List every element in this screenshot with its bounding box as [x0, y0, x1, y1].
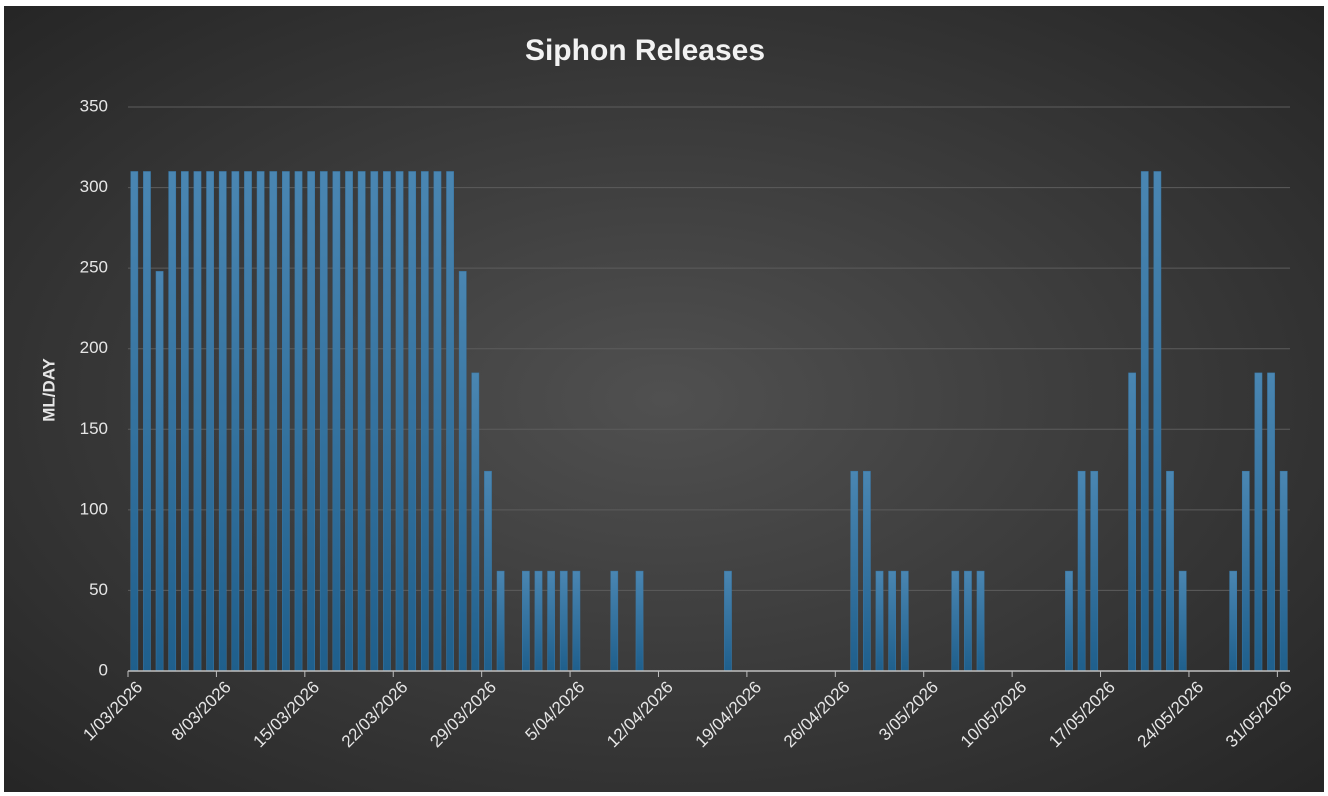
bar	[1077, 470, 1086, 672]
bar	[1178, 570, 1187, 672]
bar	[370, 171, 379, 672]
bar	[458, 271, 467, 672]
bar	[433, 171, 442, 672]
bar	[964, 570, 972, 672]
bar	[446, 171, 454, 672]
y-tick-label: 0	[99, 660, 108, 679]
bar	[180, 171, 189, 672]
bar	[168, 171, 177, 672]
bar	[610, 570, 619, 672]
bar	[1153, 171, 1162, 672]
y-tick-label: 300	[80, 177, 108, 196]
bar	[206, 171, 214, 672]
bar	[1065, 570, 1073, 672]
bar	[1090, 470, 1099, 672]
bar	[1140, 171, 1149, 672]
y-tick-label: 200	[80, 338, 108, 357]
chart-background	[4, 6, 1324, 792]
y-tick-label: 100	[80, 499, 108, 518]
bar	[471, 372, 480, 672]
bar	[332, 171, 341, 672]
bar	[850, 470, 859, 672]
bar	[1166, 470, 1174, 672]
bar	[357, 171, 366, 672]
bar	[231, 171, 240, 672]
bar	[1229, 570, 1238, 672]
bar	[1279, 470, 1288, 672]
bar	[319, 171, 328, 672]
bar	[976, 570, 985, 672]
y-axis-label: ML/DAY	[39, 358, 58, 422]
y-tick-label: 150	[80, 419, 108, 438]
bar	[635, 570, 644, 672]
bar	[1254, 372, 1263, 672]
bar	[294, 171, 303, 672]
bar	[496, 570, 505, 672]
bar	[724, 570, 732, 672]
bar	[900, 570, 909, 672]
bar	[244, 171, 252, 672]
bar	[130, 171, 139, 672]
bar	[522, 570, 530, 672]
bar	[534, 570, 543, 672]
bar	[951, 570, 960, 672]
bar	[484, 470, 492, 672]
bar	[875, 570, 884, 672]
bar	[572, 570, 581, 672]
bar	[1267, 372, 1275, 672]
bar	[269, 171, 278, 672]
bar	[1128, 372, 1136, 672]
bar	[1241, 470, 1250, 672]
bar	[345, 171, 353, 672]
bar	[307, 171, 315, 672]
y-tick-label: 350	[80, 96, 108, 115]
bar	[143, 171, 151, 672]
bar	[193, 171, 202, 672]
bar	[547, 570, 555, 672]
bar	[256, 171, 265, 672]
bar	[282, 171, 290, 672]
bar	[863, 470, 871, 672]
bar	[420, 171, 429, 672]
y-tick-label: 50	[89, 580, 108, 599]
y-tick-label: 250	[80, 258, 108, 277]
chart-title: Siphon Releases	[525, 34, 765, 67]
bar	[155, 271, 164, 672]
bar	[383, 171, 391, 672]
bar	[395, 171, 404, 672]
bar	[888, 570, 896, 672]
bar	[408, 171, 417, 672]
bar	[559, 570, 568, 672]
bar	[218, 171, 227, 672]
